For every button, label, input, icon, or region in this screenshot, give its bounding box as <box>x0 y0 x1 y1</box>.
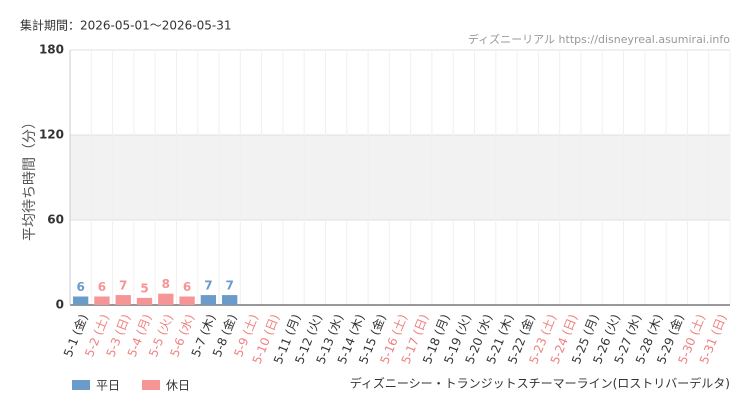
data-label: 7 <box>204 279 212 293</box>
y-tick-label: 180 <box>39 43 64 57</box>
data-label: 7 <box>119 279 127 293</box>
data-label: 7 <box>225 279 233 293</box>
footer: ディズニーシー・トランジットスチーマーライン(ロストリバーデルタ) <box>350 376 730 391</box>
bar <box>222 295 238 305</box>
grid-band <box>70 135 730 220</box>
legend-label: 休日 <box>166 379 190 393</box>
source: ディズニーリアル https://disneyreal.asumirai.inf… <box>468 32 730 46</box>
bar <box>115 295 131 305</box>
y-axis-label: 平均待ち時間（分） <box>22 115 38 241</box>
y-tick-label: 60 <box>47 213 64 227</box>
y-tick-label: 120 <box>39 128 64 142</box>
bar <box>72 296 89 305</box>
y-tick-label: 0 <box>56 298 64 312</box>
data-label: 8 <box>162 277 170 291</box>
data-label: 6 <box>183 280 191 294</box>
data-label: 5 <box>140 281 148 295</box>
legend-swatch <box>72 380 90 390</box>
bar <box>136 297 153 305</box>
data-label: 6 <box>76 280 84 294</box>
bar <box>179 296 195 305</box>
legend-swatch <box>142 380 160 390</box>
header: 集計期間：2026-05-01～2026-05-31 <box>20 18 231 33</box>
bar <box>94 296 110 305</box>
legend-label: 平日 <box>96 379 120 393</box>
bar <box>200 295 217 305</box>
bar <box>158 293 174 305</box>
data-label: 6 <box>98 280 106 294</box>
